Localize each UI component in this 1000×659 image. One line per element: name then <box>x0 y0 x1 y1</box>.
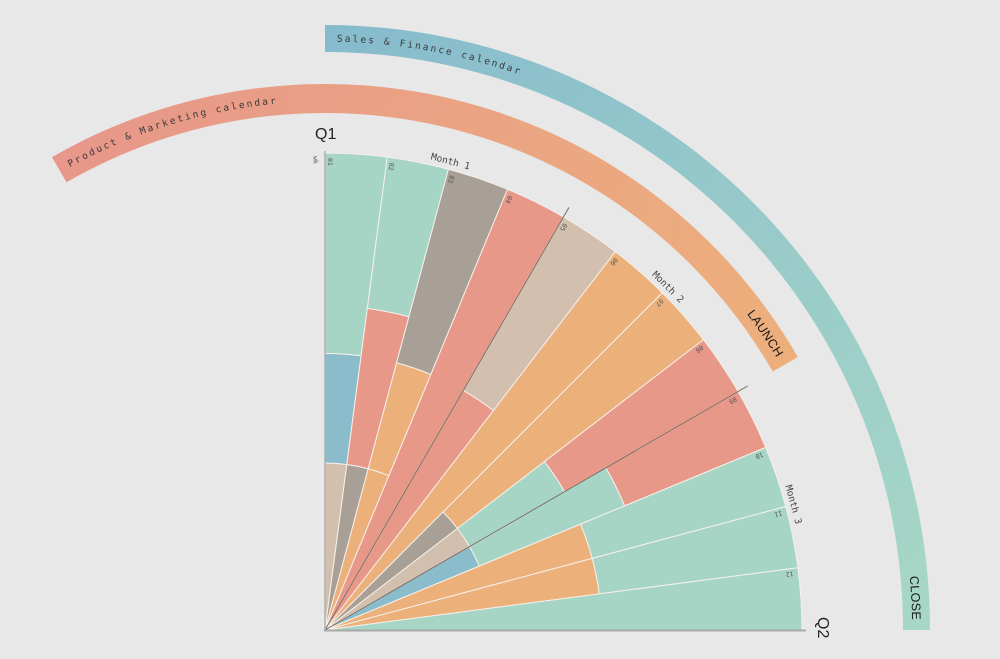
week-label: 04 <box>504 194 514 204</box>
axes <box>324 151 806 632</box>
q1-label: Q1 <box>315 126 336 143</box>
q2-label: Q2 <box>814 617 831 638</box>
week-label: 07 <box>654 297 665 308</box>
month-dividers <box>324 207 748 631</box>
week-03-wedge <box>324 168 509 631</box>
week-09-wedge <box>324 391 767 631</box>
week-wedges <box>324 152 803 631</box>
week-label: 02 <box>387 162 396 171</box>
week-label: 09 <box>727 395 738 406</box>
week-label: 12 <box>785 569 794 578</box>
month-divider-line <box>324 385 748 631</box>
week-08-wedge <box>324 339 739 631</box>
week-label: 03 <box>446 174 456 184</box>
week-label: 05 <box>558 222 569 233</box>
week-label: 01 <box>326 158 334 166</box>
month-divider-line <box>324 207 570 631</box>
week-01-wedge <box>324 152 388 631</box>
week-label: 11 <box>774 509 784 519</box>
week-axis-label: wk <box>311 156 319 164</box>
band-end-text: CLOSE <box>907 575 923 620</box>
week-label: 10 <box>754 450 764 460</box>
band-close-end-label: CLOSE <box>907 575 923 620</box>
week-label: 08 <box>694 343 705 354</box>
week-02-wedge <box>324 156 449 631</box>
week-label: 06 <box>608 256 619 267</box>
